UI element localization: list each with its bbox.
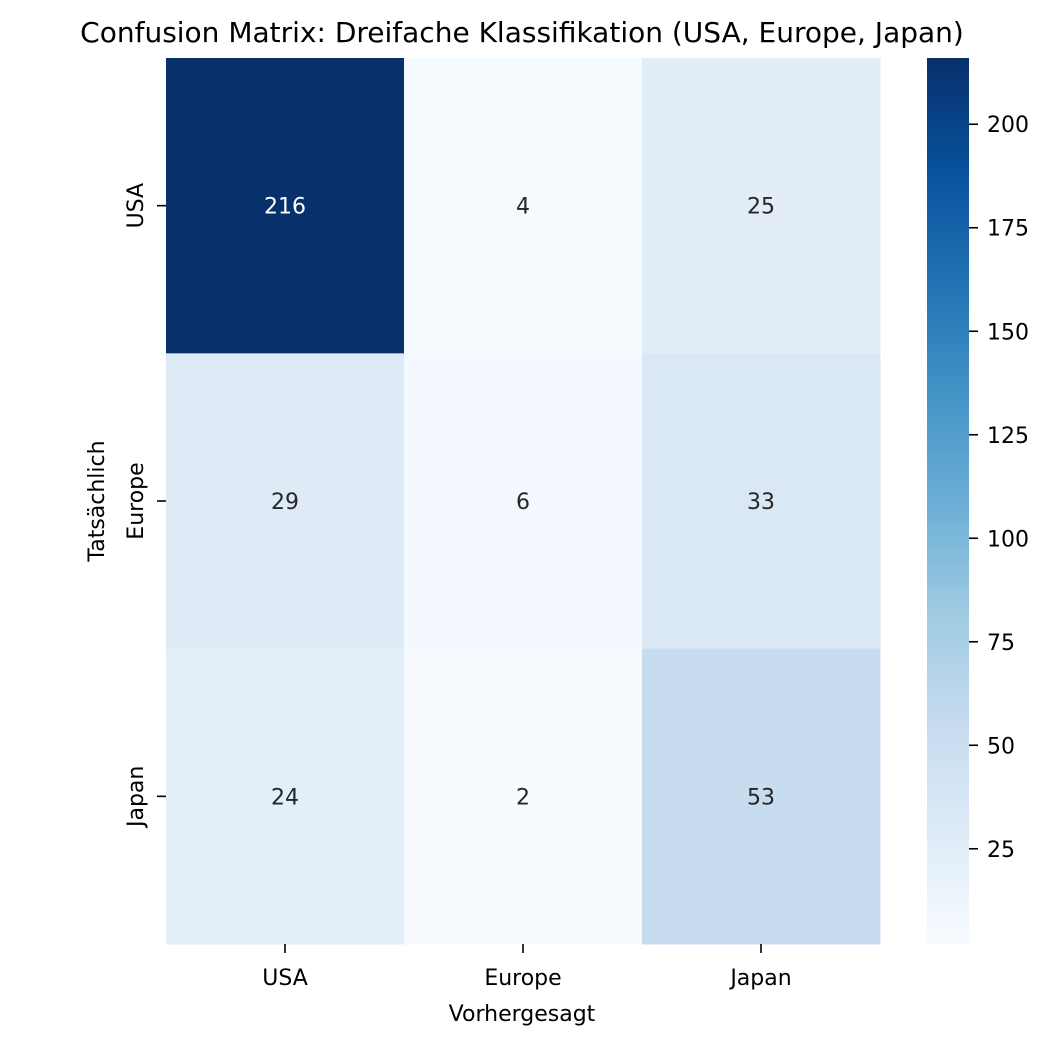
colorbar-tick-label: 100 (987, 527, 1029, 552)
y-axis: USA Europe Japan (124, 183, 166, 829)
heatmap-cell (404, 58, 643, 354)
heatmap-cell (166, 648, 405, 945)
x-tick-label: Japan (728, 966, 791, 991)
cell-value-label: 2 (516, 785, 530, 810)
cell-value-label: 29 (271, 490, 299, 515)
colorbar-tick-label: 125 (987, 424, 1029, 449)
x-axis: USA Europe Japan (262, 944, 792, 991)
colorbar (927, 58, 969, 944)
x-axis-label: Vorhergesagt (449, 1002, 596, 1027)
heatmap-cells (166, 58, 881, 945)
cell-value-label: 25 (747, 195, 775, 220)
x-tick-label: USA (262, 966, 308, 991)
cell-value-label: 6 (516, 490, 530, 515)
heatmap-cell (642, 648, 881, 945)
colorbar-tick-label: 200 (987, 113, 1029, 138)
heatmap-cell (166, 58, 405, 354)
heatmap-cell (166, 353, 405, 650)
y-tick-label: Europe (124, 462, 149, 539)
heatmap-cell (404, 648, 643, 945)
cell-value-label: 4 (516, 195, 530, 220)
colorbar-tick-label: 25 (987, 838, 1015, 863)
colorbar-tick-label: 75 (987, 631, 1015, 656)
y-axis-label: Tatsächlich (85, 440, 110, 562)
heatmap-cell (404, 353, 643, 650)
x-tick-label: Europe (484, 966, 561, 991)
heatmap-cell (642, 353, 881, 650)
cell-value-label: 24 (271, 785, 299, 810)
y-tick-label: USA (124, 183, 149, 229)
heatmap-cell (642, 58, 881, 354)
chart-title: Confusion Matrix: Dreifache Klassifikati… (80, 16, 964, 49)
colorbar-tick-label: 150 (987, 320, 1029, 345)
cell-value-label: 216 (264, 195, 306, 220)
colorbar-tick-label: 175 (987, 217, 1029, 242)
colorbar-ticks: 25 50 75 100 125 150 175 200 (969, 113, 1029, 863)
cell-value-label: 33 (747, 490, 775, 515)
heatmap-cell-labels: 216 4 25 29 6 33 24 2 53 (264, 195, 775, 811)
colorbar-tick-label: 50 (987, 734, 1015, 759)
y-tick-label: Japan (124, 766, 149, 829)
cell-value-label: 53 (747, 785, 775, 810)
